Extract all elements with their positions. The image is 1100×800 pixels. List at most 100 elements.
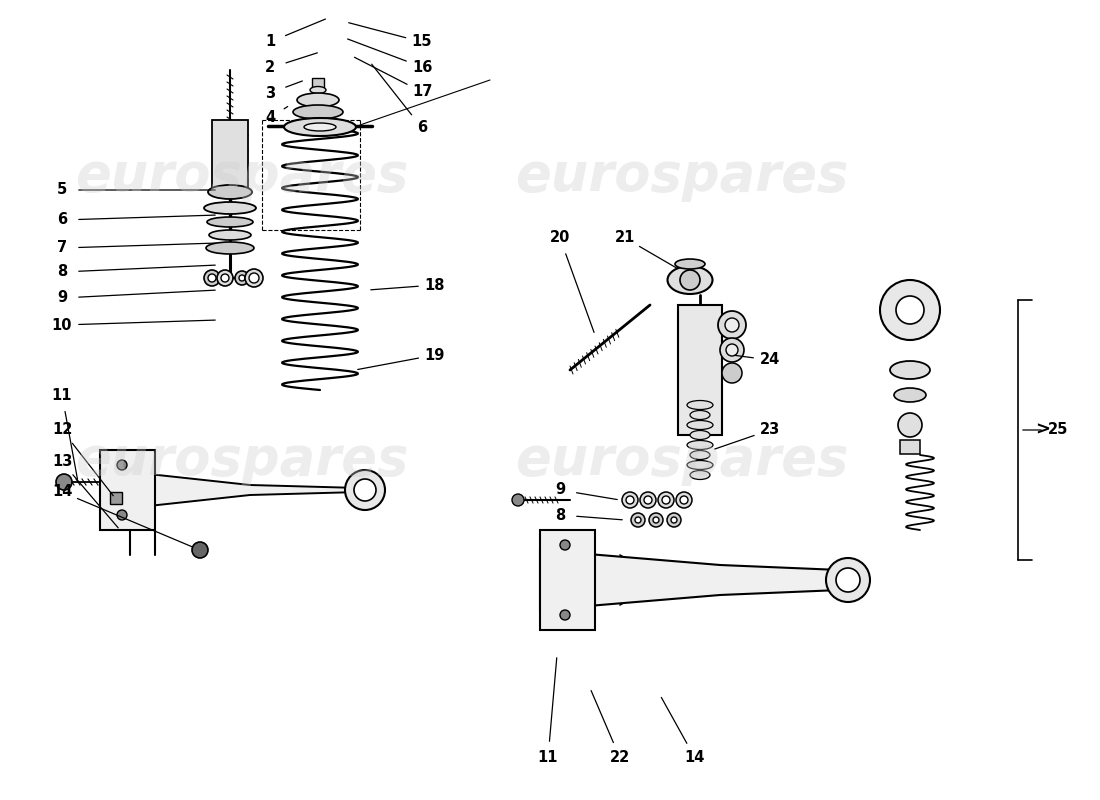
Circle shape (680, 496, 688, 504)
Text: 8: 8 (57, 265, 67, 279)
Ellipse shape (688, 421, 713, 430)
Text: 6: 6 (417, 121, 427, 135)
Ellipse shape (690, 470, 710, 479)
Circle shape (560, 540, 570, 550)
Text: 9: 9 (57, 290, 67, 306)
Circle shape (245, 269, 263, 287)
Circle shape (354, 479, 376, 501)
Text: 20: 20 (550, 230, 570, 246)
Circle shape (621, 492, 638, 508)
Circle shape (631, 513, 645, 527)
Text: 15: 15 (411, 34, 432, 50)
Circle shape (662, 496, 670, 504)
Text: 1: 1 (265, 34, 275, 50)
Circle shape (836, 568, 860, 592)
Text: 13: 13 (52, 454, 73, 470)
Circle shape (192, 542, 208, 558)
Ellipse shape (204, 202, 256, 214)
Ellipse shape (675, 259, 705, 269)
Text: 7: 7 (57, 241, 67, 255)
Circle shape (671, 517, 676, 523)
Text: 25: 25 (1048, 422, 1068, 438)
Text: 3: 3 (265, 86, 275, 101)
Circle shape (826, 558, 870, 602)
Text: >: > (1035, 421, 1050, 439)
Circle shape (720, 338, 744, 362)
Polygon shape (540, 550, 840, 610)
Text: 16: 16 (411, 59, 432, 74)
Ellipse shape (206, 242, 254, 254)
Text: eurospares: eurospares (75, 150, 409, 202)
Circle shape (725, 318, 739, 332)
Circle shape (676, 492, 692, 508)
Text: 24: 24 (760, 353, 780, 367)
Circle shape (880, 280, 940, 340)
Circle shape (653, 517, 659, 523)
Circle shape (898, 413, 922, 437)
Text: 8: 8 (554, 507, 565, 522)
Circle shape (726, 344, 738, 356)
Bar (312, 78, 324, 88)
Text: 18: 18 (425, 278, 446, 293)
Ellipse shape (688, 441, 713, 450)
Circle shape (117, 510, 126, 520)
Circle shape (345, 470, 385, 510)
Ellipse shape (690, 430, 710, 439)
Circle shape (644, 496, 652, 504)
Text: 5: 5 (57, 182, 67, 198)
Ellipse shape (207, 217, 253, 227)
Polygon shape (540, 530, 595, 630)
Ellipse shape (690, 450, 710, 459)
Circle shape (680, 270, 700, 290)
Circle shape (560, 610, 570, 620)
Text: 10: 10 (52, 318, 73, 333)
Ellipse shape (668, 266, 713, 294)
Circle shape (239, 275, 245, 281)
Polygon shape (100, 450, 155, 530)
Polygon shape (130, 472, 360, 508)
Text: 22: 22 (609, 750, 630, 766)
Text: 6: 6 (57, 213, 67, 227)
Ellipse shape (688, 461, 713, 470)
Text: 2: 2 (265, 61, 275, 75)
Circle shape (204, 270, 220, 286)
Circle shape (512, 494, 524, 506)
Text: eurospares: eurospares (515, 150, 849, 202)
Ellipse shape (209, 230, 251, 240)
Text: eurospares: eurospares (75, 434, 409, 486)
Circle shape (635, 517, 641, 523)
Circle shape (235, 271, 249, 285)
Ellipse shape (688, 401, 713, 410)
Text: 19: 19 (425, 347, 446, 362)
Circle shape (249, 273, 258, 283)
Bar (900, 440, 920, 454)
Text: 17: 17 (411, 85, 432, 99)
Circle shape (718, 311, 746, 339)
Bar (678, 305, 722, 435)
Ellipse shape (293, 105, 343, 119)
Bar (212, 120, 248, 190)
Text: 4: 4 (265, 110, 275, 126)
Text: 23: 23 (760, 422, 780, 438)
Circle shape (117, 460, 126, 470)
Circle shape (640, 492, 656, 508)
Text: 12: 12 (52, 422, 73, 438)
Ellipse shape (304, 123, 336, 131)
Text: 9: 9 (554, 482, 565, 498)
Text: 11: 11 (538, 750, 558, 766)
Ellipse shape (310, 86, 326, 94)
Ellipse shape (284, 118, 356, 136)
Circle shape (667, 513, 681, 527)
Circle shape (217, 270, 233, 286)
Circle shape (626, 496, 634, 504)
Text: 14: 14 (52, 485, 73, 499)
Ellipse shape (890, 361, 930, 379)
Circle shape (658, 492, 674, 508)
Ellipse shape (208, 185, 252, 199)
Ellipse shape (297, 93, 339, 107)
Circle shape (56, 474, 72, 490)
Text: 14: 14 (685, 750, 705, 766)
Text: 21: 21 (615, 230, 635, 246)
Circle shape (221, 274, 229, 282)
Bar (110, 492, 122, 504)
